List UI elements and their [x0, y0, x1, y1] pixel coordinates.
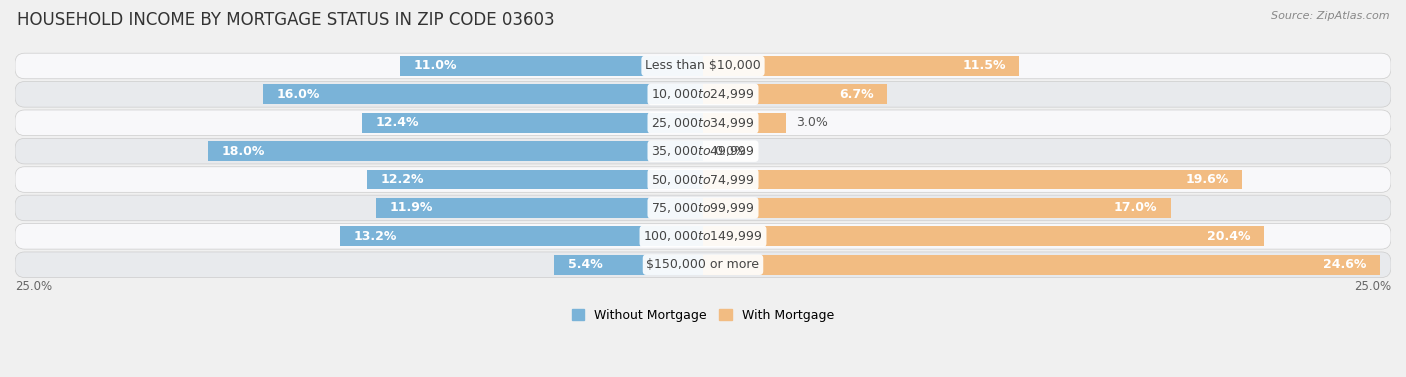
Text: $75,000 to $99,999: $75,000 to $99,999 — [651, 201, 755, 215]
Text: 12.2%: 12.2% — [381, 173, 425, 186]
Bar — [703, 255, 1381, 275]
Bar — [361, 113, 703, 133]
Legend: Without Mortgage, With Mortgage: Without Mortgage, With Mortgage — [567, 304, 839, 327]
Text: 25.0%: 25.0% — [1354, 280, 1391, 293]
Text: 11.0%: 11.0% — [413, 60, 457, 72]
Bar — [340, 227, 703, 246]
Text: 13.2%: 13.2% — [353, 230, 396, 243]
Text: $100,000 to $149,999: $100,000 to $149,999 — [644, 229, 762, 243]
Bar — [375, 198, 703, 218]
FancyBboxPatch shape — [15, 252, 1391, 277]
Text: 5.4%: 5.4% — [568, 258, 603, 271]
Bar — [703, 84, 887, 104]
Bar — [554, 255, 703, 275]
Text: 11.9%: 11.9% — [389, 201, 433, 215]
Bar — [703, 227, 1264, 246]
Bar — [401, 56, 703, 76]
Text: 25.0%: 25.0% — [15, 280, 52, 293]
Text: $10,000 to $24,999: $10,000 to $24,999 — [651, 87, 755, 101]
Bar — [703, 113, 786, 133]
Text: 12.4%: 12.4% — [375, 116, 419, 129]
Text: 18.0%: 18.0% — [221, 145, 264, 158]
Text: Source: ZipAtlas.com: Source: ZipAtlas.com — [1271, 11, 1389, 21]
Text: 3.0%: 3.0% — [797, 116, 828, 129]
Text: $25,000 to $34,999: $25,000 to $34,999 — [651, 116, 755, 130]
Bar — [703, 56, 1019, 76]
Text: 16.0%: 16.0% — [277, 88, 319, 101]
Bar — [263, 84, 703, 104]
FancyBboxPatch shape — [15, 167, 1391, 192]
FancyBboxPatch shape — [15, 138, 1391, 164]
Text: 20.4%: 20.4% — [1208, 230, 1251, 243]
Text: 0.0%: 0.0% — [714, 145, 747, 158]
FancyBboxPatch shape — [15, 110, 1391, 136]
Text: 6.7%: 6.7% — [839, 88, 873, 101]
FancyBboxPatch shape — [15, 81, 1391, 107]
Bar — [367, 170, 703, 190]
Bar — [208, 141, 703, 161]
Bar — [703, 170, 1243, 190]
Text: 19.6%: 19.6% — [1185, 173, 1229, 186]
Bar — [703, 198, 1171, 218]
Text: 11.5%: 11.5% — [962, 60, 1005, 72]
Text: Less than $10,000: Less than $10,000 — [645, 60, 761, 72]
Text: HOUSEHOLD INCOME BY MORTGAGE STATUS IN ZIP CODE 03603: HOUSEHOLD INCOME BY MORTGAGE STATUS IN Z… — [17, 11, 554, 29]
Text: $150,000 or more: $150,000 or more — [647, 258, 759, 271]
Text: 24.6%: 24.6% — [1323, 258, 1367, 271]
FancyBboxPatch shape — [15, 195, 1391, 221]
FancyBboxPatch shape — [15, 53, 1391, 79]
Text: $35,000 to $49,999: $35,000 to $49,999 — [651, 144, 755, 158]
Text: $50,000 to $74,999: $50,000 to $74,999 — [651, 173, 755, 187]
Text: 17.0%: 17.0% — [1114, 201, 1157, 215]
FancyBboxPatch shape — [15, 224, 1391, 249]
